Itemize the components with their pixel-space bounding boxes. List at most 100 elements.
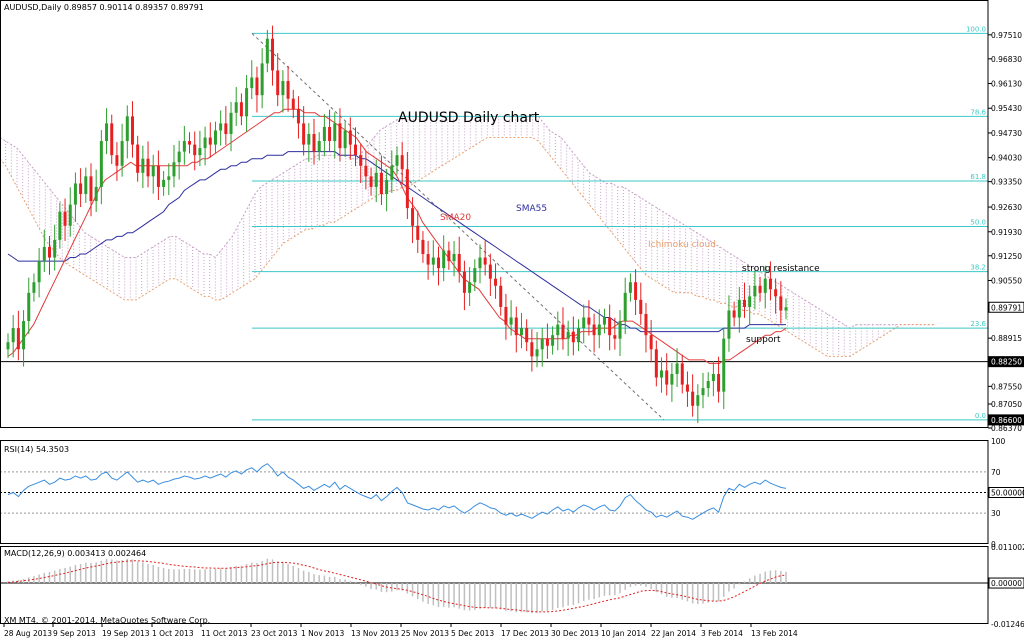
candle-body xyxy=(717,374,721,392)
candle-body xyxy=(468,282,472,293)
price-tick-label: 0.96830 xyxy=(991,55,1022,64)
price-tick-highlight xyxy=(988,356,1024,368)
candle-body xyxy=(540,338,544,350)
candle-body xyxy=(571,331,575,343)
candle-body xyxy=(32,282,36,293)
candle-body xyxy=(219,123,223,131)
candle-body xyxy=(172,162,176,177)
candle-body xyxy=(359,155,363,166)
rsi-tick-label: 30 xyxy=(991,509,1001,518)
price-tick-label: 0.93350 xyxy=(991,178,1022,187)
candle-body xyxy=(530,342,534,357)
fib-label: 61.8 xyxy=(970,173,986,181)
x-tick-label: 5 Dec 2013 xyxy=(451,629,494,638)
candle-body xyxy=(405,169,409,209)
candle-body xyxy=(94,186,98,202)
candle-body xyxy=(499,285,503,307)
candle-body xyxy=(73,183,77,205)
candle-body xyxy=(774,289,778,297)
price-tick-label: 0.86600 xyxy=(991,416,1022,425)
candle-body xyxy=(582,317,586,329)
candle-body xyxy=(115,155,119,166)
candle-body xyxy=(110,123,114,156)
candle-body xyxy=(343,130,347,149)
candle-body xyxy=(644,314,648,336)
rsi-tick-label: 100 xyxy=(991,437,1006,446)
candle-body xyxy=(566,331,570,339)
candle-body xyxy=(535,349,539,357)
x-tick-label: 28 Aug 2013 xyxy=(4,629,52,638)
candle-body xyxy=(234,102,238,113)
candle-body xyxy=(198,148,202,156)
price-panel: 100.0 78.6 61.8 50.0 38.2 23.6 0.0 xyxy=(0,25,988,424)
candle-body xyxy=(421,239,425,254)
candle-body xyxy=(654,349,658,378)
candle-body xyxy=(431,257,435,265)
candle-body xyxy=(743,299,747,307)
candle-body xyxy=(276,70,280,96)
price-tick-label: 0.88915 xyxy=(991,334,1022,343)
candle-body xyxy=(156,165,160,187)
price-tick-label: 0.97510 xyxy=(991,31,1022,40)
candle-body xyxy=(680,363,684,385)
candle-body xyxy=(146,158,150,177)
candle-body xyxy=(623,292,627,322)
candle-body xyxy=(322,126,326,142)
candle-body xyxy=(120,141,124,166)
candle-body xyxy=(483,257,487,265)
x-tick-label: 1 Nov 2013 xyxy=(301,629,344,638)
candle-body xyxy=(758,285,762,293)
candle-body xyxy=(670,374,674,385)
strong-resistance-label: strong resistance xyxy=(742,264,820,274)
candle-body xyxy=(452,254,456,262)
candle-body xyxy=(613,335,617,339)
candle-body xyxy=(618,321,622,339)
candle-body xyxy=(691,391,695,406)
candle-body xyxy=(63,211,67,226)
candle-body xyxy=(99,141,103,187)
candle-body xyxy=(105,123,109,142)
candle-body xyxy=(130,116,134,145)
candle-body xyxy=(79,183,83,194)
fib-label: 78.6 xyxy=(970,108,986,116)
candle-body xyxy=(162,179,166,187)
rsi-tick-label: 70 xyxy=(991,468,1001,477)
candle-body xyxy=(364,165,368,177)
x-tick-label: 23 Oct 2013 xyxy=(251,629,298,638)
fib-label: 50.0 xyxy=(970,218,986,226)
candle-body xyxy=(665,370,669,385)
trend-line xyxy=(251,33,665,421)
candle-body xyxy=(577,328,581,343)
candle-body xyxy=(447,250,451,262)
candle-body xyxy=(685,384,689,392)
rsi-frame xyxy=(0,440,989,544)
candle-body xyxy=(89,176,93,202)
x-tick-label: 19 Sep 2013 xyxy=(102,629,150,638)
footer-copyright: XM MT4, © 2001-2014, MetaQuotes Software… xyxy=(4,616,210,625)
candle-body xyxy=(250,77,254,89)
x-tick-label: 10 Jan 2014 xyxy=(601,629,646,638)
candle-body xyxy=(602,317,606,325)
sma20-label: SMA20 xyxy=(440,213,471,223)
x-tick-label: 13 Feb 2014 xyxy=(751,629,798,638)
candle-body xyxy=(784,307,788,311)
candle-body xyxy=(779,296,783,311)
macd-frame xyxy=(0,546,989,624)
candle-body xyxy=(245,88,249,117)
candle-body xyxy=(302,123,306,145)
candle-body xyxy=(442,250,446,269)
ichimoku-label: Ichimoku cloud xyxy=(648,240,716,250)
x-tick-label: 13 Nov 2013 xyxy=(351,629,399,638)
price-tick-label: 0.95430 xyxy=(991,104,1022,113)
price-tick-label: 0.96130 xyxy=(991,80,1022,89)
price-tick-label: 0.86370 xyxy=(991,424,1022,433)
candle-body xyxy=(188,141,192,145)
candle-body xyxy=(675,363,679,374)
price-tick-label: 0.90550 xyxy=(991,276,1022,285)
candle-body xyxy=(307,134,311,145)
candle-body xyxy=(608,317,612,336)
candle-body xyxy=(177,151,181,163)
candle-body xyxy=(374,172,378,187)
rsi-line xyxy=(7,463,787,520)
